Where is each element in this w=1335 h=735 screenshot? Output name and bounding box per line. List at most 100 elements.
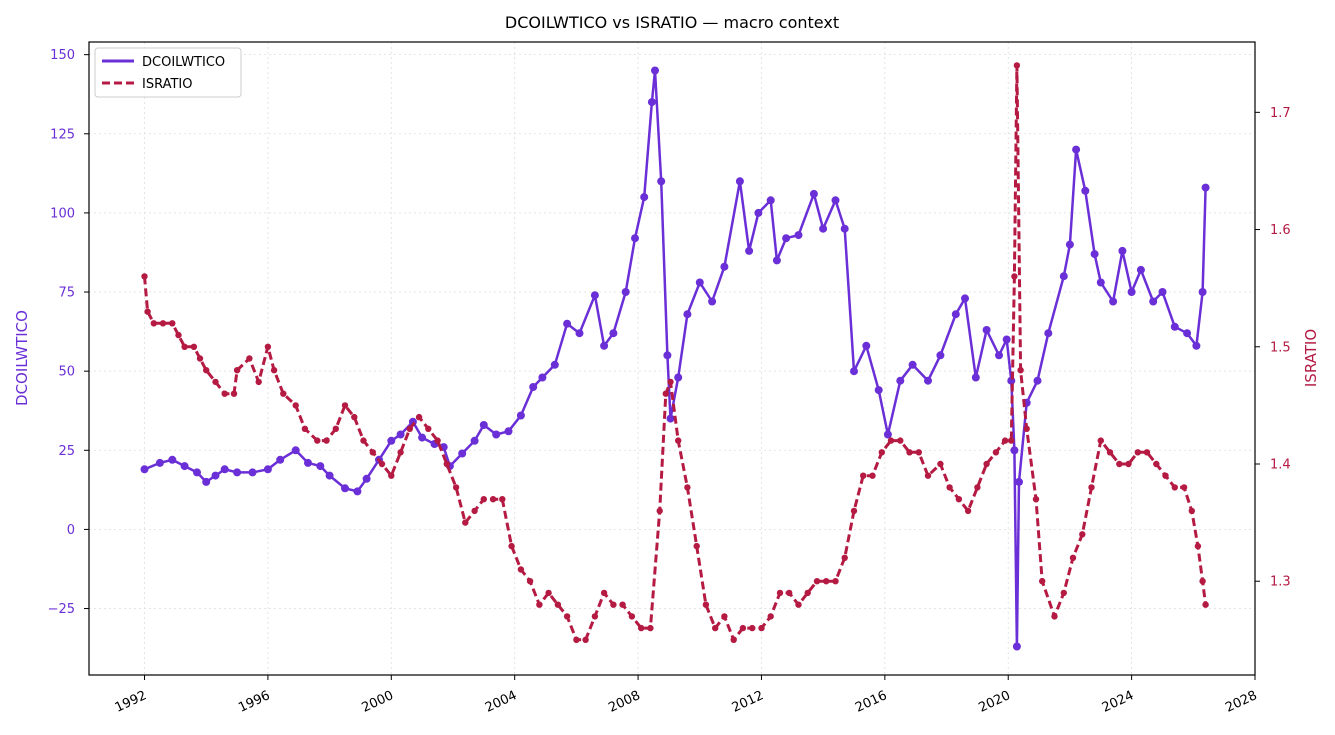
data-point-dcoilwtico bbox=[233, 468, 242, 477]
data-point-dcoilwtico bbox=[1072, 145, 1081, 154]
data-point-isratio bbox=[255, 378, 262, 386]
data-point-dcoilwtico bbox=[754, 208, 763, 217]
data-point-dcoilwtico bbox=[666, 414, 675, 423]
data-point-isratio bbox=[887, 437, 895, 444]
data-point-dcoilwtico bbox=[479, 421, 488, 429]
data-point-dcoilwtico bbox=[766, 196, 775, 205]
data-point-isratio bbox=[804, 589, 811, 597]
data-point-dcoilwtico bbox=[924, 376, 932, 385]
data-point-isratio bbox=[233, 367, 241, 374]
data-point-isratio bbox=[897, 437, 904, 444]
data-point-isratio bbox=[924, 472, 932, 479]
data-point-isratio bbox=[946, 484, 953, 491]
series-layer bbox=[140, 62, 1210, 651]
data-point-isratio bbox=[702, 601, 710, 608]
data-point-isratio bbox=[369, 449, 376, 456]
data-point-dcoilwtico bbox=[590, 291, 599, 300]
x-tick-label: 2012 bbox=[730, 688, 766, 716]
data-point-isratio bbox=[955, 496, 963, 503]
data-point-dcoilwtico bbox=[1127, 288, 1136, 296]
data-point-dcoilwtico bbox=[794, 231, 803, 240]
data-point-isratio bbox=[314, 437, 321, 444]
data-point-isratio bbox=[1011, 273, 1018, 280]
legend-label-dcoilwtico: DCOILWTICO bbox=[142, 55, 225, 70]
data-point-dcoilwtico bbox=[276, 455, 285, 464]
data-point-isratio bbox=[1199, 578, 1206, 585]
data-point-isratio bbox=[1039, 578, 1046, 585]
data-point-isratio bbox=[619, 601, 626, 608]
data-point-dcoilwtico bbox=[458, 449, 467, 458]
data-point-isratio bbox=[526, 578, 534, 585]
data-point-dcoilwtico bbox=[951, 310, 960, 319]
data-point-dcoilwtico bbox=[657, 177, 666, 186]
data-point-dcoilwtico bbox=[1136, 265, 1145, 274]
y-left-tick-label: −25 bbox=[48, 602, 75, 617]
y-axis-right-label: ISRATIO bbox=[1302, 329, 1320, 387]
data-point-isratio bbox=[667, 378, 674, 386]
series-line-dcoilwtico bbox=[144, 69, 1207, 648]
data-point-isratio bbox=[1032, 496, 1040, 503]
data-point-dcoilwtico bbox=[883, 430, 892, 439]
data-point-isratio bbox=[489, 496, 497, 503]
data-point-dcoilwtico bbox=[874, 386, 883, 395]
data-point-isratio bbox=[1079, 531, 1086, 538]
data-point-dcoilwtico bbox=[316, 462, 325, 471]
data-point-dcoilwtico bbox=[341, 484, 349, 493]
data-point-isratio bbox=[443, 460, 450, 468]
data-point-dcoilwtico bbox=[720, 262, 729, 271]
data-point-dcoilwtico bbox=[504, 427, 513, 436]
data-point-isratio bbox=[628, 613, 636, 620]
data-point-dcoilwtico bbox=[516, 411, 525, 420]
data-point-isratio bbox=[675, 437, 682, 444]
data-point-dcoilwtico bbox=[1170, 322, 1179, 331]
data-point-dcoilwtico bbox=[651, 66, 659, 75]
data-point-dcoilwtico bbox=[971, 373, 980, 382]
data-point-isratio bbox=[656, 507, 663, 515]
data-point-dcoilwtico bbox=[745, 246, 754, 255]
y-left-tick-label: 100 bbox=[50, 206, 75, 221]
data-point-dcoilwtico bbox=[550, 360, 559, 369]
y-left-tick-label: 25 bbox=[58, 444, 75, 459]
data-point-dcoilwtico bbox=[831, 196, 840, 205]
y-right-tick-label: 1.6 bbox=[1270, 223, 1291, 238]
data-point-isratio bbox=[1188, 507, 1196, 515]
y-right-tick-label: 1.3 bbox=[1270, 575, 1291, 590]
data-point-dcoilwtico bbox=[1002, 335, 1011, 344]
data-point-isratio bbox=[1001, 437, 1009, 444]
data-point-isratio bbox=[600, 589, 608, 597]
data-point-dcoilwtico bbox=[1109, 297, 1118, 306]
data-point-dcoilwtico bbox=[202, 477, 211, 486]
data-point-dcoilwtico bbox=[663, 351, 672, 360]
data-point-dcoilwtico bbox=[674, 373, 683, 382]
data-point-dcoilwtico bbox=[263, 465, 272, 474]
data-point-isratio bbox=[1153, 460, 1160, 468]
x-tick-label: 2028 bbox=[1223, 688, 1259, 716]
data-point-isratio bbox=[388, 472, 395, 479]
data-point-isratio bbox=[508, 542, 515, 550]
data-point-dcoilwtico bbox=[1059, 272, 1068, 281]
data-point-isratio bbox=[190, 343, 198, 350]
data-point-isratio bbox=[915, 449, 922, 456]
data-point-isratio bbox=[1171, 484, 1179, 491]
data-point-isratio bbox=[1125, 460, 1132, 468]
data-point-dcoilwtico bbox=[304, 458, 312, 467]
data-point-isratio bbox=[964, 507, 972, 515]
data-point-isratio bbox=[591, 613, 599, 620]
data-point-dcoilwtico bbox=[563, 319, 572, 328]
data-point-dcoilwtico bbox=[735, 177, 744, 186]
data-point-isratio bbox=[292, 402, 299, 409]
data-point-dcoilwtico bbox=[248, 468, 257, 477]
data-point-isratio bbox=[264, 343, 272, 350]
data-point-dcoilwtico bbox=[862, 341, 871, 350]
data-point-isratio bbox=[1162, 472, 1169, 479]
y-right-tick-label: 1.4 bbox=[1270, 458, 1291, 473]
data-point-isratio bbox=[823, 578, 830, 585]
data-point-isratio bbox=[850, 507, 858, 515]
data-point-dcoilwtico bbox=[1012, 642, 1021, 651]
data-point-isratio bbox=[536, 601, 543, 608]
x-tick-label: 1992 bbox=[113, 688, 149, 716]
data-point-isratio bbox=[341, 402, 349, 409]
data-point-isratio bbox=[906, 449, 913, 456]
data-point-isratio bbox=[452, 484, 460, 491]
data-point-dcoilwtico bbox=[1044, 329, 1053, 338]
